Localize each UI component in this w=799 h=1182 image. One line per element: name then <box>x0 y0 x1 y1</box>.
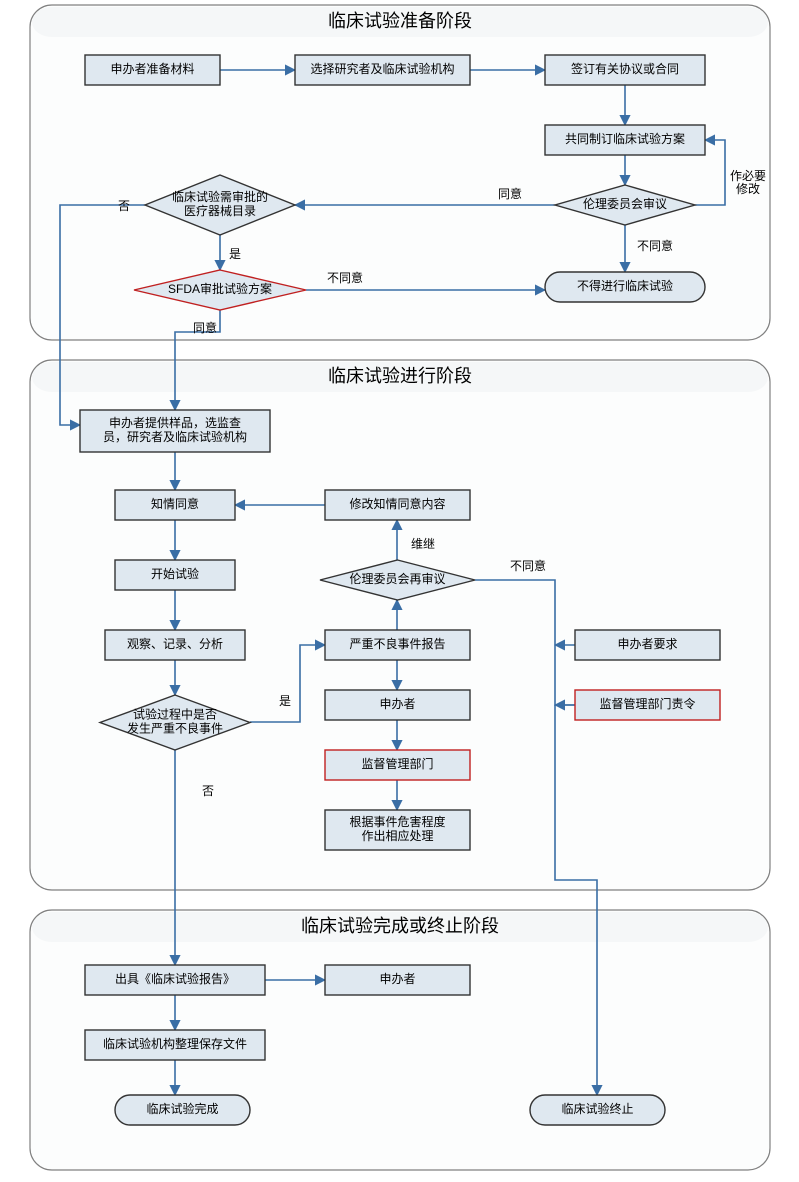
node-label: 知情同意 <box>151 496 199 511</box>
node-label: 不得进行临床试验 <box>577 278 673 293</box>
node-label: 签订有关协议或合同 <box>571 61 679 76</box>
node-label: 申办者提供样品，选监查 <box>109 415 241 430</box>
phase-title: 临床试验完成或终止阶段 <box>301 916 499 936</box>
node-label: 医疗器械目录 <box>184 203 256 218</box>
node-label: 开始试验 <box>151 566 199 581</box>
node-label: 伦理委员会审议 <box>583 196 667 211</box>
node-label: 根据事件危害程度 <box>349 814 445 829</box>
edge-label: 同意 <box>498 186 522 201</box>
edge-label: 否 <box>118 199 130 213</box>
node-label: 申办者 <box>379 971 415 986</box>
phase-title: 临床试验进行阶段 <box>328 366 472 386</box>
edge-label: 否 <box>202 784 214 798</box>
edge-label: 维继 <box>411 537 435 551</box>
edge-label: 是 <box>279 694 291 708</box>
node-label: 临床试验机构整理保存文件 <box>103 1036 247 1051</box>
node-label: 观察、记录、分析 <box>127 637 223 651</box>
node-label: 临床试验完成 <box>146 1101 218 1116</box>
edge-label: 作必要 <box>730 169 766 183</box>
node-label: 监督管理部门责令 <box>599 696 695 711</box>
node-label: 申办者要求 <box>617 636 677 651</box>
node-label: 共同制订临床试验方案 <box>565 131 685 146</box>
edge-label: 不同意 <box>637 238 673 253</box>
phase-title: 临床试验准备阶段 <box>328 11 472 31</box>
node-label: 出具《临床试验报告》 <box>115 971 235 986</box>
edge-label: 不同意 <box>327 270 363 285</box>
node-label: 申办者准备材料 <box>110 61 194 76</box>
node-label: SFDA审批试验方案 <box>168 281 272 296</box>
edge-label: 是 <box>229 247 241 261</box>
edge-label: 同意 <box>193 320 217 335</box>
node-label: 临床试验终止 <box>561 1101 633 1116</box>
edge-label: 不同意 <box>510 558 546 573</box>
node-label: 监督管理部门 <box>361 756 433 771</box>
node-label: 员，研究者及临床试验机构 <box>103 429 247 444</box>
node-label: 伦理委员会再审议 <box>349 571 445 586</box>
node-label: 修改知情同意内容 <box>349 496 445 511</box>
node-label: 选择研究者及临床试验机构 <box>310 61 454 76</box>
node-label: 试验过程中是否 <box>133 707 217 722</box>
node-label: 发生严重不良事件 <box>127 721 223 736</box>
node-label: 作出相应处理 <box>361 828 433 843</box>
node-label: 申办者 <box>379 696 415 711</box>
edge-label: 修改 <box>736 181 760 196</box>
node-label: 临床试验需审批的 <box>172 189 268 204</box>
node-label: 严重不良事件报告 <box>349 636 445 651</box>
